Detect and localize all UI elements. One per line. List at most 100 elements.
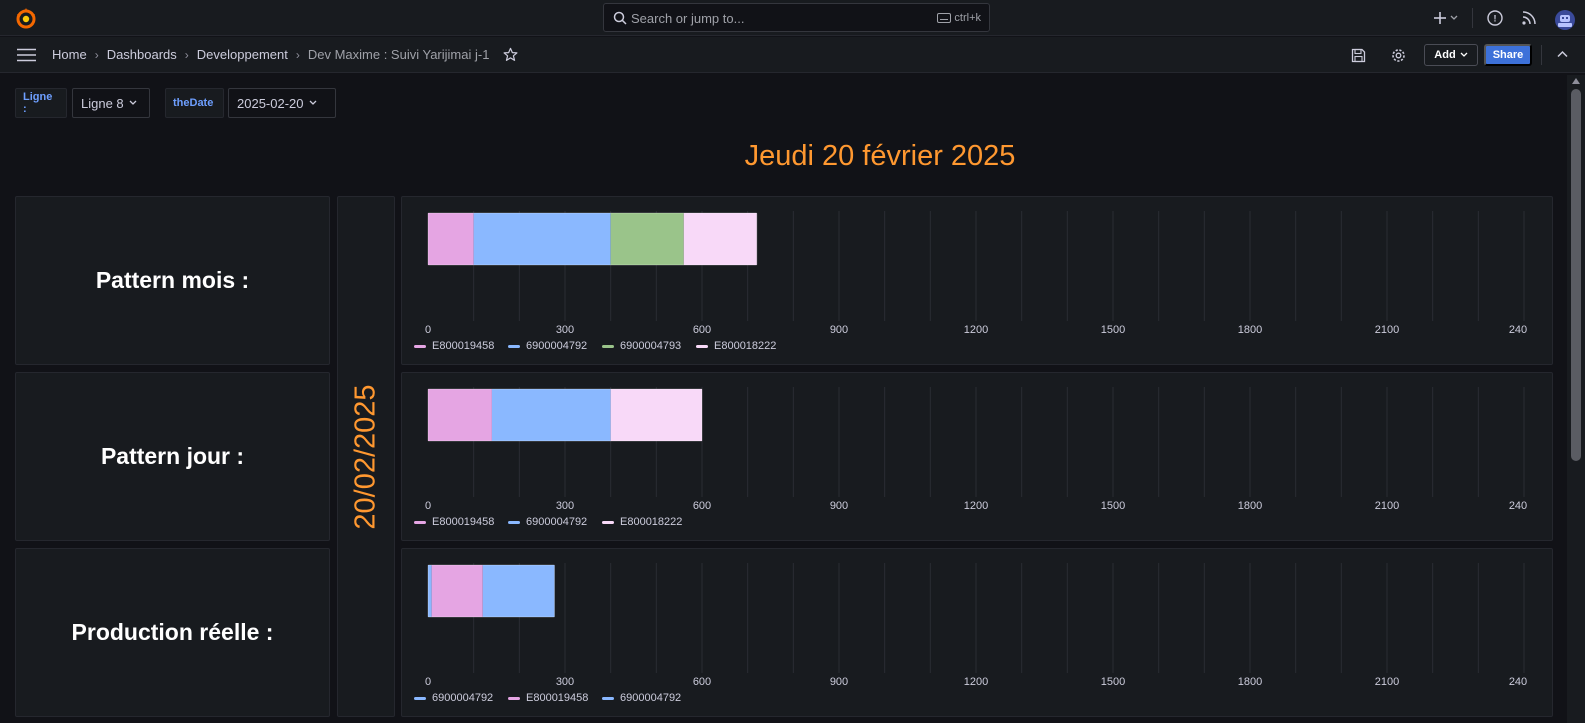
row-label-panel: Pattern mois :: [15, 196, 330, 365]
breadcrumb-home[interactable]: Home: [52, 47, 87, 62]
new-plus-icon[interactable]: [1433, 9, 1459, 27]
chevron-down-icon: [129, 100, 137, 105]
row-label-production-reelle: Production réelle :: [71, 619, 274, 645]
legend-label: E800019458: [526, 692, 588, 704]
share-button[interactable]: Share: [1484, 44, 1532, 66]
chart-panel-production-reelle: 0 300 600 900 1200 1500 1800 2100 240 6900004792 E…: [401, 548, 1553, 717]
bar-segment: [683, 213, 757, 265]
bar-segment: [428, 389, 492, 441]
tick-label: 600: [693, 500, 711, 512]
scroll-up-arrow[interactable]: [1572, 78, 1580, 84]
legend-label: 6900004792: [526, 340, 587, 352]
variable-label-ligne: Ligne :: [15, 88, 67, 118]
chevron-right-icon: ›: [184, 47, 189, 62]
legend-label: E800019458: [432, 340, 494, 352]
svg-text:!: !: [1494, 14, 1497, 24]
tick-label: 2100: [1375, 324, 1399, 336]
divider: [1541, 45, 1542, 65]
legend-swatch: [602, 697, 614, 700]
bar-segment: [473, 213, 611, 265]
legend-swatch: [414, 345, 426, 348]
bar-outline: [427, 564, 555, 618]
user-avatar-icon[interactable]: [1554, 9, 1576, 31]
settings-gear-icon[interactable]: [1391, 48, 1406, 63]
legend-label: E800019458: [432, 516, 494, 528]
tick-label: 300: [556, 500, 574, 512]
stacked-bar-chart-production-reelle: 0 300 600 900 1200 1500 1800 2100 240 6900004792 E…: [414, 563, 1527, 704]
chevron-up-icon[interactable]: [1557, 50, 1568, 58]
favorite-star-icon[interactable]: [503, 47, 518, 62]
tick-label: 2100: [1375, 500, 1399, 512]
stacked-bar-chart-pattern-mois: 0 300 600 900 1200 1500 1800 2100 240 E800019458 6…: [414, 211, 1527, 352]
search-placeholder: Search or jump to...: [631, 11, 745, 26]
tick-label: 1200: [964, 500, 988, 512]
tick-label: 2100: [1375, 676, 1399, 688]
legend-swatch: [508, 521, 520, 524]
breadcrumb: Home › Dashboards › Developpement › Dev …: [52, 47, 518, 62]
thedate-value: 2025-02-20: [237, 95, 304, 111]
day-title: Jeudi 20 février 2025: [744, 140, 1016, 172]
tick-label: 1500: [1101, 500, 1125, 512]
tick-label: 300: [556, 324, 574, 336]
tick-label: 0: [425, 324, 431, 336]
vertical-date-panel: 20/02/2025: [337, 196, 395, 717]
bar-segment: [428, 213, 474, 265]
chevron-down-icon: [1460, 52, 1468, 57]
breadcrumb-dashboards[interactable]: Dashboards: [106, 47, 177, 62]
legend-label: 6900004792: [526, 516, 587, 528]
help-icon[interactable]: !: [1486, 9, 1504, 27]
bar-outline: [427, 212, 758, 266]
add-label: Add: [1434, 49, 1456, 61]
tick-label: 0: [425, 500, 431, 512]
row-label-panel: Pattern jour :: [15, 372, 330, 541]
tick-label: 300: [556, 676, 574, 688]
tick-label: 1500: [1101, 324, 1125, 336]
stacked-bar-chart-pattern-jour: 0 300 600 900 1200 1500 1800 2100 240 E800019458 6…: [414, 387, 1527, 528]
chart-panel-pattern-jour: 0 300 600 900 1200 1500 1800 2100 240 E800019458 6…: [401, 372, 1553, 541]
legend-swatch: [508, 345, 520, 348]
chevron-right-icon: ›: [94, 47, 99, 62]
vertical-date: 20/02/2025: [349, 383, 382, 530]
tick-label: 1800: [1238, 676, 1262, 688]
divider: [1472, 8, 1473, 28]
legend-swatch: [508, 697, 520, 700]
chevron-right-icon: ›: [295, 47, 300, 62]
variable-select-ligne[interactable]: Ligne 8: [72, 88, 150, 118]
search-input[interactable]: Search or jump to... ctrl+k: [603, 3, 990, 32]
scroll-thumb[interactable]: [1571, 89, 1581, 461]
save-icon[interactable]: [1351, 48, 1366, 63]
legend-label: 6900004792: [620, 692, 681, 704]
breadcrumb-folder[interactable]: Developpement: [196, 47, 288, 62]
tick-label: 1500: [1101, 676, 1125, 688]
chart-panel-pattern-mois: 0 300 600 900 1200 1500 1800 2100 240 E800019458 6…: [401, 196, 1553, 365]
add-button[interactable]: Add: [1424, 44, 1478, 66]
legend-swatch: [696, 345, 708, 348]
shortcut-label: ctrl+k: [954, 12, 981, 24]
grafana-logo-icon[interactable]: [14, 6, 38, 30]
bar-outline: [427, 388, 703, 442]
tick-label: 1200: [964, 676, 988, 688]
legend-label: 6900004793: [620, 340, 681, 352]
bar-segment: [610, 389, 702, 441]
variable-label-thedate: theDate: [165, 88, 224, 118]
tick-label: 0: [425, 676, 431, 688]
variable-select-thedate[interactable]: 2025-02-20: [228, 88, 336, 118]
bar-segment: [431, 565, 483, 617]
bar-segment: [491, 389, 611, 441]
tick-label: 1800: [1238, 324, 1262, 336]
search-shortcut: ctrl+k: [937, 12, 981, 24]
tick-label: 240: [1509, 500, 1527, 512]
legend-swatch: [414, 697, 426, 700]
menu-icon[interactable]: [17, 48, 36, 62]
nav-bar: Home › Dashboards › Developpement › Dev …: [0, 37, 1585, 73]
legend-label: E800018222: [714, 340, 776, 352]
page-scrollbar[interactable]: [1567, 75, 1585, 723]
legend-swatch: [602, 345, 614, 348]
row-label-pattern-jour: Pattern jour :: [100, 443, 245, 469]
row-label-pattern-mois: Pattern mois :: [95, 267, 250, 293]
news-feed-icon[interactable]: [1520, 9, 1538, 27]
ligne-value: Ligne 8: [81, 95, 124, 111]
chevron-down-icon: [309, 100, 316, 105]
tick-label: 900: [830, 324, 848, 336]
tick-label: 600: [693, 324, 711, 336]
